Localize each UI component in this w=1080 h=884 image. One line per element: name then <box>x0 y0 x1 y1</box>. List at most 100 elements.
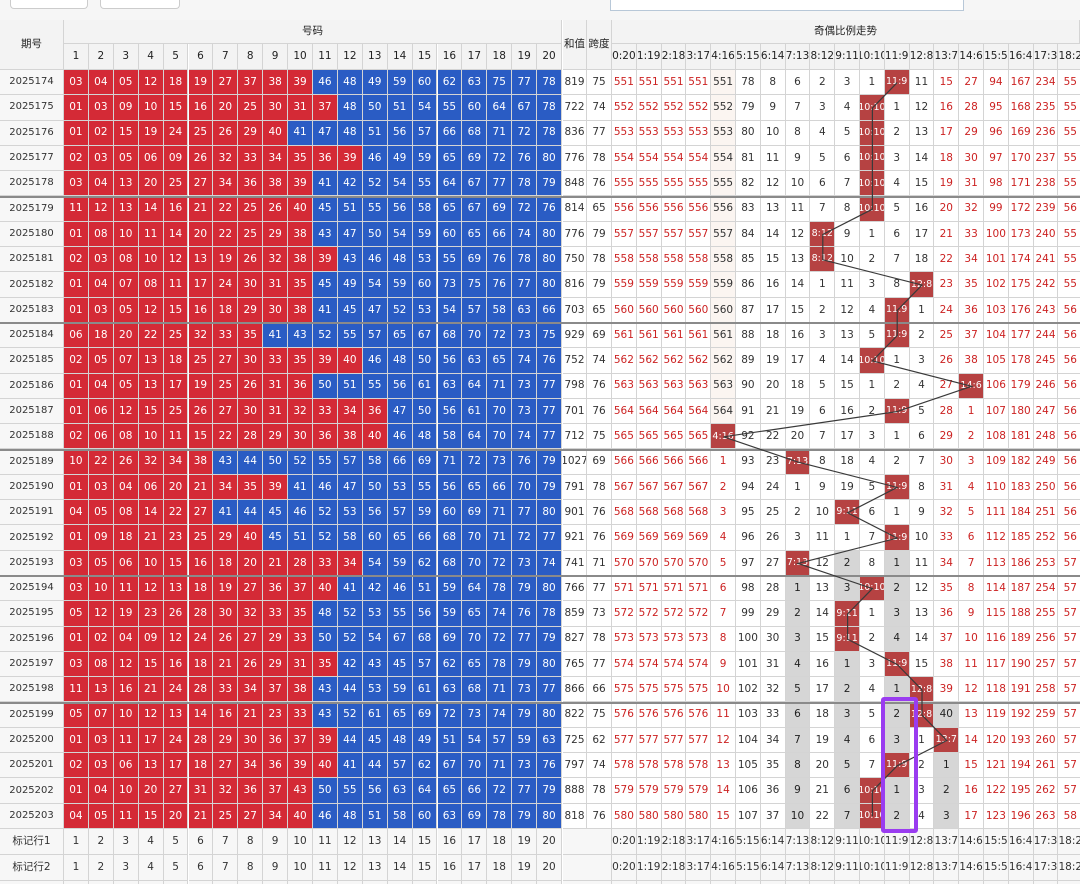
number-col-header[interactable]: 14 <box>387 44 413 70</box>
ratio-col-header[interactable]: 16:4 <box>1008 44 1034 70</box>
ratio-missing-cell: 554 <box>612 145 637 172</box>
period-cell: 2025174 <box>0 70 64 96</box>
ratio-col-header[interactable]: 11:9 <box>884 44 910 70</box>
toolbar-input[interactable] <box>610 0 964 11</box>
span-cell: 76 <box>587 373 612 399</box>
ratio-col-header[interactable]: 2:18 <box>661 44 687 70</box>
ratio-col-header[interactable]: 12:8 <box>909 44 935 70</box>
number-col-header[interactable]: 4 <box>138 44 164 70</box>
period-cell: 2025178 <box>0 171 64 197</box>
ratio-missing-cell: 3 <box>959 449 984 475</box>
drawn-number-cell: 06 <box>88 398 114 425</box>
ratio-missing-cell: 9 <box>785 145 811 172</box>
ratio-missing-cell: 552 <box>661 95 687 121</box>
ratio-col-header[interactable]: 17:3 <box>1033 44 1059 70</box>
ratio-col-header[interactable]: 1:19 <box>636 44 662 70</box>
drawn-number-cell: 40 <box>362 424 388 450</box>
drawn-number-cell: 46 <box>387 424 413 450</box>
header-span[interactable]: 跨度 <box>587 20 612 70</box>
drawn-number-cell: 35 <box>238 474 264 501</box>
number-col-header[interactable]: 6 <box>188 44 214 70</box>
drawn-number-cell: 50 <box>362 95 388 121</box>
ratio-missing-cell: 105 <box>984 348 1009 374</box>
ratio-col-header[interactable]: 6:14 <box>760 44 786 70</box>
header-period[interactable]: 期号 <box>0 20 64 70</box>
ratio-missing-cell: 2 <box>909 323 935 349</box>
drawn-number-cell: 02 <box>64 424 89 450</box>
drawn-number-cell: 17 <box>163 373 189 399</box>
toolbar-tab-2[interactable] <box>100 0 180 9</box>
number-col-header[interactable]: 9 <box>263 44 289 70</box>
ratio-missing-cell: 3 <box>810 95 836 121</box>
toolbar-tab-1[interactable] <box>10 0 88 9</box>
drawn-number-cell: 57 <box>387 500 413 526</box>
number-col-header[interactable]: 10 <box>288 44 313 70</box>
ratio-col-header[interactable]: 8:12 <box>810 44 836 70</box>
number-col-header[interactable]: 11 <box>313 44 338 70</box>
header-numbers[interactable]: 号码 <box>64 20 562 44</box>
number-col-header[interactable]: 7 <box>213 44 239 70</box>
number-col-header[interactable]: 13 <box>362 44 388 70</box>
drawn-number-cell: 03 <box>64 550 89 576</box>
number-col-header[interactable]: 15 <box>412 44 438 70</box>
ratio-col-header[interactable]: 4:16 <box>711 44 736 70</box>
ratio-missing-cell: 553 <box>636 120 662 146</box>
number-col-header[interactable]: 1 <box>64 44 89 70</box>
ratio-missing-cell: 183 <box>1008 474 1034 501</box>
number-col-header[interactable]: 19 <box>512 44 538 70</box>
drawn-number-cell: 29 <box>213 525 239 551</box>
ratio-missing-cell: 551 <box>686 70 712 96</box>
number-col-header[interactable]: 17 <box>462 44 488 70</box>
ratio-missing-cell: 557 <box>686 221 712 248</box>
drawn-number-cell: 20 <box>188 221 214 248</box>
ratio-missing-cell: 557 <box>636 221 662 248</box>
drawn-number-cell: 35 <box>288 348 313 374</box>
drawn-number-cell: 64 <box>487 95 513 121</box>
drawn-number-cell: 10 <box>64 449 89 475</box>
drawn-number-cell: 07 <box>113 348 139 374</box>
ratio-missing-cell: 6 <box>835 145 860 172</box>
number-col-header[interactable]: 20 <box>537 44 562 70</box>
ratio-col-header[interactable]: 5:15 <box>736 44 761 70</box>
drawn-number-cell: 71 <box>487 373 513 399</box>
header-ratio-trend[interactable]: 奇偶比例走势 <box>612 20 1080 44</box>
ratio-missing-cell: 179 <box>1008 373 1034 399</box>
ratio-missing-cell: 6 <box>884 221 910 248</box>
drawn-number-cell: 22 <box>138 323 164 349</box>
drawn-number-cell: 65 <box>437 145 463 172</box>
ratio-col-header[interactable]: 3:17 <box>686 44 712 70</box>
ratio-missing-cell: 6 <box>959 525 984 551</box>
ratio-col-header[interactable]: 7:13 <box>785 44 811 70</box>
number-col-header[interactable]: 3 <box>113 44 139 70</box>
ratio-col-header[interactable]: 10:10 <box>860 44 885 70</box>
drawn-number-cell: 24 <box>163 120 189 146</box>
drawn-number-cell: 43 <box>313 221 338 248</box>
number-col-header[interactable]: 12 <box>337 44 363 70</box>
ratio-col-header[interactable]: 0:20 <box>612 44 637 70</box>
ratio-missing-cell: 18 <box>934 145 960 172</box>
ratio-missing-cell: 23 <box>934 272 960 298</box>
ratio-col-header[interactable]: 18:2 <box>1058 44 1080 70</box>
ratio-missing-cell: 569 <box>686 525 712 551</box>
drawn-number-cell: 03 <box>88 474 114 501</box>
number-col-header[interactable]: 16 <box>437 44 463 70</box>
drawn-number-cell: 38 <box>288 221 313 248</box>
header-sum[interactable]: 和值 <box>563 20 587 70</box>
number-col-header[interactable]: 18 <box>487 44 513 70</box>
number-col-header[interactable]: 5 <box>163 44 189 70</box>
ratio-missing-cell: 559 <box>661 272 687 298</box>
ratio-col-header[interactable]: 9:11 <box>835 44 860 70</box>
number-col-header[interactable]: 2 <box>88 44 114 70</box>
drawn-number-cell: 21 <box>138 525 164 551</box>
ratio-missing-cell: 15 <box>835 373 860 399</box>
ratio-col-header[interactable]: 14:6 <box>959 44 984 70</box>
drawn-number-cell: 25 <box>163 323 189 349</box>
ratio-missing-cell: 562 <box>612 348 637 374</box>
ratio-col-header[interactable]: 15:5 <box>984 44 1009 70</box>
ratio-col-header[interactable]: 13:7 <box>934 44 960 70</box>
ratio-missing-cell: 563 <box>612 373 637 399</box>
drawn-number-cell: 56 <box>437 398 463 425</box>
drawn-number-cell: 37 <box>238 70 264 96</box>
drawn-number-cell: 16 <box>188 297 214 323</box>
number-col-header[interactable]: 8 <box>238 44 264 70</box>
